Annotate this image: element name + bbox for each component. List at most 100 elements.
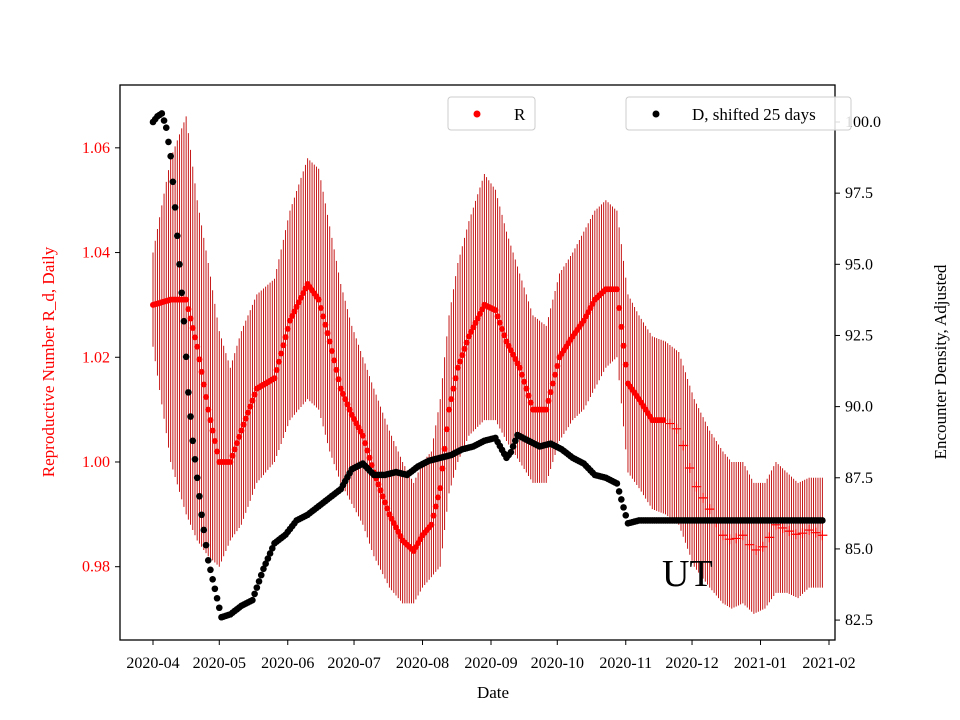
d-point [174,232,181,240]
r-point [328,347,335,354]
d-point [622,512,630,519]
r-point [183,296,190,303]
r-point [231,446,238,453]
r-cross-point [810,527,821,538]
r-point [240,421,247,428]
r-point [236,433,243,440]
d-point [620,504,627,511]
r-point [446,406,453,413]
y-left-tick-label: 0.98 [82,559,110,576]
x-tick-label: 2020-11 [599,655,652,672]
d-point [613,480,621,487]
d-point [264,555,272,562]
x-tick-label: 2020-05 [193,655,246,672]
r-point [543,406,550,413]
r-cross-point [691,481,702,492]
r-point [187,315,194,322]
r-point [198,368,205,375]
r-point [194,343,201,350]
legend-d-label: D, shifted 25 days [692,105,816,124]
d-point [260,565,267,573]
r-point [293,303,300,310]
r-point [335,376,342,383]
y-left-tick-label: 1.06 [82,140,110,157]
d-point [266,550,274,557]
r-point [521,378,528,385]
d-point [262,560,269,568]
r-point [450,385,457,392]
r-point [379,493,386,500]
r-point [271,375,278,382]
r-point [479,306,486,313]
r-point [377,487,384,494]
r-point [501,332,508,339]
r-cross-point [784,526,795,537]
r-point [549,380,556,387]
x-tick-label: 2020-06 [261,655,314,672]
d-point [255,578,263,585]
r-cross-point [698,492,709,503]
d-point [200,526,208,534]
r-point [196,356,203,363]
r-point [470,324,477,331]
r-point [298,294,305,301]
r-point [459,352,466,359]
d-point [196,492,203,500]
y-right-tick-label: 82.5 [845,612,873,629]
r-point [273,366,280,373]
d-point [158,110,166,117]
r-point [359,432,366,439]
x-tick-label: 2020-07 [327,655,380,672]
r-point [346,406,353,413]
y-right-tick-label: 100.0 [845,114,881,131]
r-point [189,324,196,331]
d-point [162,124,170,131]
r-error-bars [152,116,823,614]
r-cross-point [704,504,715,515]
d-point [209,575,216,583]
x-tick-label: 2020-08 [396,655,449,672]
x-tick-label: 2021-01 [734,655,787,672]
y-left-tick-label: 1.04 [82,245,110,262]
r-point [233,440,240,447]
r-point [618,323,625,330]
r-point [200,381,207,388]
d-point [507,448,515,456]
r-point [278,350,285,357]
d-point [207,566,214,574]
d-point [169,178,177,186]
y-left-axis-title: Reproductive Number R_d, Daily [39,246,58,477]
r-cross-point [817,530,828,541]
d-point [249,596,256,604]
y-right-axis-ticks: 82.5 85.0 87.5 90.0 92.5 95.0 97.5 100.0 [835,114,881,629]
r-point [660,417,667,424]
d-point [202,541,210,549]
r-cross-point [731,533,742,544]
r-cross-point [790,529,801,540]
r-cross-point [744,539,755,550]
r-point [320,313,327,320]
y-right-tick-label: 92.5 [845,327,873,344]
d-point [185,389,192,396]
r-cross-point [757,541,768,552]
r-point [191,334,198,341]
d-point [171,204,179,211]
r-point [344,401,351,408]
d-point [819,517,826,524]
r-point [282,334,289,341]
x-tick-label: 2020-09 [464,655,517,672]
d-point [257,571,265,579]
r-point [249,397,256,404]
y-right-tick-label: 97.5 [845,185,873,202]
r-point [452,375,459,382]
legend-r: R [447,96,536,131]
r-cross-point [671,423,682,434]
d-point [180,317,188,325]
x-axis-title: Date [477,683,509,702]
r-cross-point [684,462,695,473]
d-point [251,590,258,598]
r-point [185,306,192,313]
r-point [291,308,298,315]
r-point [545,397,552,404]
r-point [339,390,346,397]
